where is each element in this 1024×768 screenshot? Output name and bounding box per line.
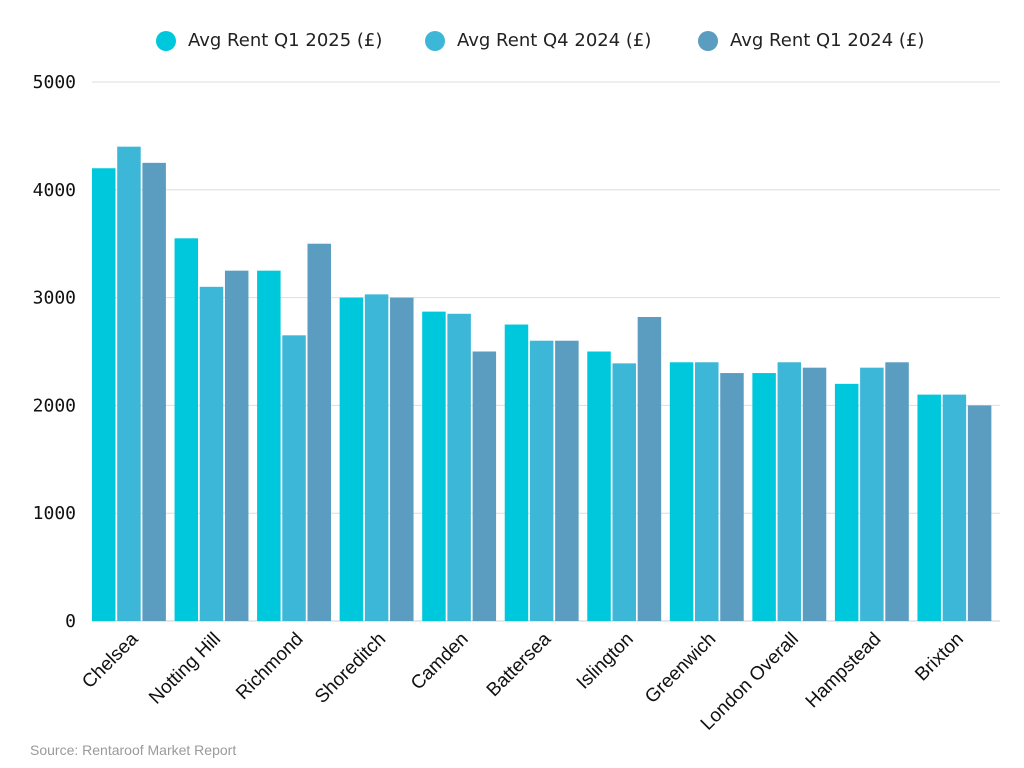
- bar: [669, 362, 694, 621]
- bar: [117, 146, 141, 621]
- x-tick-label: Chelsea: [78, 628, 142, 692]
- y-tick-label: 0: [65, 611, 76, 632]
- legend-item-q1-2025: Avg Rent Q1 2025 (£): [156, 30, 382, 51]
- bar: [802, 367, 827, 621]
- bar: [390, 297, 414, 621]
- bar: [422, 311, 446, 621]
- bar: [504, 324, 529, 621]
- bars: [92, 146, 992, 622]
- legend-dot-q1-2024: [698, 30, 718, 51]
- x-tick-label: Camden: [407, 629, 473, 695]
- y-axis-ticks: 0 1000 2000 3000 4000 5000: [33, 72, 76, 632]
- bar: [587, 351, 611, 621]
- x-tick-label: Hampstead: [802, 629, 886, 713]
- bar: [307, 243, 331, 621]
- legend-dot-q4-2024: [425, 30, 445, 51]
- legend-dot-q1-2025: [156, 30, 176, 51]
- legend-label-q4-2024: Avg Rent Q4 2024 (£): [457, 30, 652, 51]
- bar: [257, 270, 281, 621]
- bar: [917, 394, 941, 621]
- bar: [339, 297, 364, 621]
- bar: [720, 373, 744, 621]
- bar: [555, 340, 579, 621]
- bar: [860, 367, 884, 621]
- legend-item-q1-2024: Avg Rent Q1 2024 (£): [698, 30, 924, 51]
- source-note: Source: Rentaroof Market Report: [30, 742, 237, 758]
- bar: [174, 238, 199, 621]
- x-tick-label: Brixton: [911, 629, 968, 686]
- x-tick-label: Greenwich: [641, 629, 720, 708]
- bar: [472, 351, 497, 621]
- y-tick-label: 3000: [33, 288, 76, 309]
- y-tick-label: 4000: [33, 180, 76, 201]
- bar: [529, 340, 554, 621]
- bar: [364, 294, 389, 621]
- bar: [282, 335, 306, 621]
- bar: [224, 270, 249, 621]
- legend-item-q4-2024: Avg Rent Q4 2024 (£): [425, 30, 651, 51]
- x-axis-ticks: Chelsea Notting Hill Richmond Shoreditch Cam…: [78, 628, 968, 734]
- y-tick-label: 5000: [33, 72, 76, 93]
- bar: [92, 168, 116, 622]
- x-tick-label: Richmond: [232, 629, 307, 704]
- bar: [942, 394, 967, 621]
- x-tick-label: Notting Hill: [145, 629, 225, 709]
- legend: Avg Rent Q1 2025 (£) Avg Rent Q4 2024 (£…: [0, 30, 1024, 58]
- bar: [752, 373, 776, 621]
- bar: [834, 383, 859, 621]
- bar: [612, 363, 636, 621]
- bar: [637, 317, 662, 621]
- x-tick-label: Battersea: [483, 628, 556, 701]
- bar: [967, 405, 992, 621]
- bar: [142, 162, 166, 621]
- bar: [777, 362, 802, 621]
- bar: [447, 313, 471, 621]
- legend-label-q1-2024: Avg Rent Q1 2024 (£): [730, 30, 925, 51]
- y-tick-label: 2000: [33, 395, 76, 416]
- bar: [695, 362, 719, 621]
- x-tick-label: Shoreditch: [311, 629, 390, 708]
- x-tick-label: Islington: [573, 629, 638, 694]
- legend-label-q1-2025: Avg Rent Q1 2025 (£): [188, 30, 383, 51]
- bar: [885, 362, 909, 621]
- y-tick-label: 1000: [33, 503, 76, 524]
- bar: [199, 286, 224, 621]
